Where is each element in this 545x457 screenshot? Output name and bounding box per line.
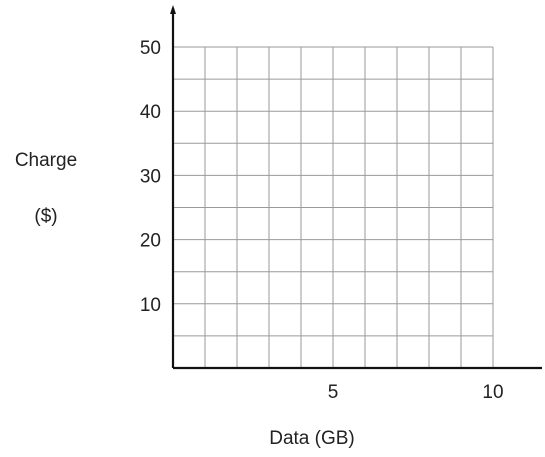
x-tick-label: 10 [482,382,503,403]
y-tick-label: 30 [140,166,161,187]
axes [170,5,542,370]
y-tick-label: 10 [140,295,161,316]
x-tick-label: 5 [328,382,339,403]
tick-labels: 10 20 30 40 50 5 10 [140,38,504,403]
y-tick-label: 50 [140,38,161,59]
y-tick-label: 20 [140,231,161,252]
y-tick-label: 40 [140,102,161,123]
y-axis-label-line2: ($) [34,206,57,227]
y-axis-label-line1: Charge [15,150,77,171]
grid [172,46,494,369]
x-axis-label: Data (GB) [269,428,355,449]
y-axis-arrow-icon [170,5,176,14]
